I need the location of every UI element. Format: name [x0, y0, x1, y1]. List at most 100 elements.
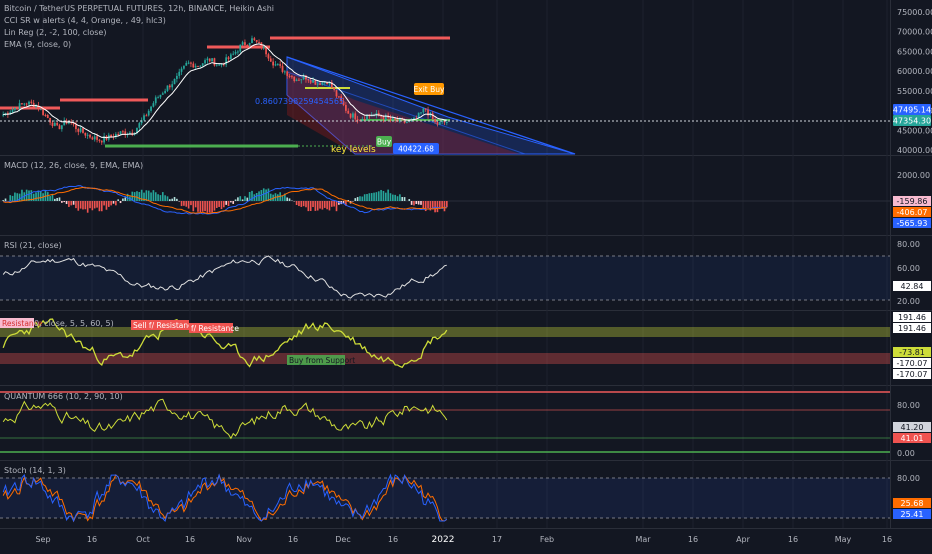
macd-histogram-bar	[239, 196, 241, 201]
indicator-ema[interactable]: EMA (9, close, 0)	[4, 40, 71, 49]
candle-body	[80, 128, 82, 132]
macd-histogram-bar	[169, 199, 171, 201]
candle-body	[289, 76, 291, 77]
macd-badge-signal-label: -406.07	[897, 208, 928, 217]
macd-histogram-bar	[35, 192, 37, 201]
macd-histogram-bar	[33, 194, 35, 201]
candle-body	[54, 123, 56, 126]
candle-body	[361, 119, 363, 120]
macd-histogram-bar	[209, 201, 211, 213]
candle-body	[169, 86, 171, 88]
macd-histogram-bar	[319, 201, 321, 209]
macd-histogram-bar	[181, 201, 183, 206]
candle-body	[211, 58, 213, 61]
macd-histogram-bar	[296, 201, 298, 205]
candle-body	[209, 59, 211, 62]
candle-body	[291, 76, 293, 77]
macd-histogram-bar	[188, 201, 190, 209]
candle-body	[268, 54, 270, 58]
macd-histogram-bar	[5, 199, 7, 201]
macd-histogram-bar	[92, 201, 94, 210]
candle-body	[204, 60, 206, 63]
candle-body	[357, 119, 359, 120]
macd-histogram-bar	[73, 201, 75, 205]
macd-histogram-bar	[200, 201, 202, 212]
candle-body	[185, 63, 187, 66]
candle-body	[272, 62, 274, 66]
candle-body	[122, 131, 124, 132]
candle-body	[199, 66, 201, 67]
macd-histogram-bar	[176, 199, 178, 201]
candle-body	[49, 118, 51, 123]
macd-histogram-bar	[211, 201, 213, 212]
macd-histogram-bar	[397, 196, 399, 201]
time-tick-label: Feb	[540, 535, 554, 544]
candle-body	[110, 135, 112, 137]
rsi-tick-80: 80.00	[897, 240, 920, 249]
candle-body	[162, 93, 164, 94]
macd-histogram-bar	[70, 201, 72, 205]
candle-body	[437, 122, 439, 125]
macd-histogram-bar	[437, 201, 439, 212]
macd-histogram-bar	[228, 201, 230, 206]
candle-body	[439, 122, 441, 125]
candle-body	[256, 40, 258, 42]
macd-histogram-bar	[110, 201, 112, 205]
macd-histogram-bar	[411, 201, 413, 205]
macd-histogram-bar	[401, 197, 403, 201]
stoch-badge-1-label: 25.68	[901, 499, 924, 508]
macd-histogram-bar	[322, 201, 324, 210]
candle-body	[392, 118, 394, 120]
quantum-title[interactable]: QUANTUM 666 (10, 2, 90, 10)	[4, 392, 123, 401]
candle-body	[270, 58, 272, 61]
candle-body	[225, 57, 227, 64]
macd-histogram-bar	[178, 201, 180, 202]
price-badge-upper-label: 47495.14	[893, 106, 931, 115]
candle-body	[16, 108, 18, 109]
candle-body	[218, 64, 220, 65]
candle-body	[277, 64, 279, 65]
candle-body	[61, 125, 63, 129]
rsi-title[interactable]: RSI (21, close)	[4, 241, 62, 250]
macd-histogram-bar	[94, 201, 96, 208]
candle-body	[246, 45, 248, 46]
candle-body	[293, 77, 295, 81]
candle-body	[232, 54, 234, 55]
candle-body	[253, 38, 255, 40]
macd-histogram-bar	[246, 198, 248, 201]
macd-histogram-bar	[155, 192, 157, 201]
candle-body	[383, 117, 385, 120]
macd-histogram-bar	[87, 201, 89, 213]
indicator-cci-sr[interactable]: CCI SR w alerts (4, 4, Orange, , 49, hlc…	[4, 16, 166, 25]
cci-resistance2-label: f/ Resistance	[191, 324, 239, 333]
macd-histogram-bar	[317, 201, 319, 210]
macd-histogram-bar	[237, 197, 239, 201]
symbol-title: Bitcoin / TetherUS PERPETUAL FUTURES, 12…	[4, 4, 274, 13]
cci-title-suffix[interactable]: 0, close, 5, 5, 60, 5)	[34, 319, 114, 328]
candle-body	[352, 113, 354, 117]
indicator-linreg[interactable]: Lin Reg (2, -2, 100, close)	[4, 28, 106, 37]
cci-badge-2-label: 191.46	[898, 324, 926, 333]
stoch-title[interactable]: Stoch (14, 1, 3)	[4, 466, 66, 475]
candle-body	[333, 88, 335, 90]
macd-histogram-bar	[120, 201, 122, 203]
macd-histogram-bar	[333, 201, 335, 207]
cci-badge-3-label: -73.81	[899, 348, 925, 357]
candle-body	[354, 113, 356, 119]
macd-histogram-bar	[258, 191, 260, 201]
macd-title[interactable]: MACD (12, 26, close, 9, EMA, EMA)	[4, 161, 143, 170]
macd-histogram-bar	[232, 201, 234, 204]
candle-body	[310, 80, 312, 82]
macd-histogram-bar	[221, 201, 223, 209]
macd-histogram-bar	[408, 199, 410, 201]
candle-body	[77, 129, 79, 132]
macd-histogram-bar	[310, 201, 312, 211]
macd-histogram-bar	[223, 201, 225, 207]
buy-label: Buy	[377, 138, 392, 147]
macd-histogram-bar	[96, 201, 98, 208]
candle-body	[279, 64, 281, 66]
candle-body	[366, 115, 368, 119]
macd-histogram-bar	[376, 192, 378, 201]
macd-histogram-bar	[202, 201, 204, 212]
